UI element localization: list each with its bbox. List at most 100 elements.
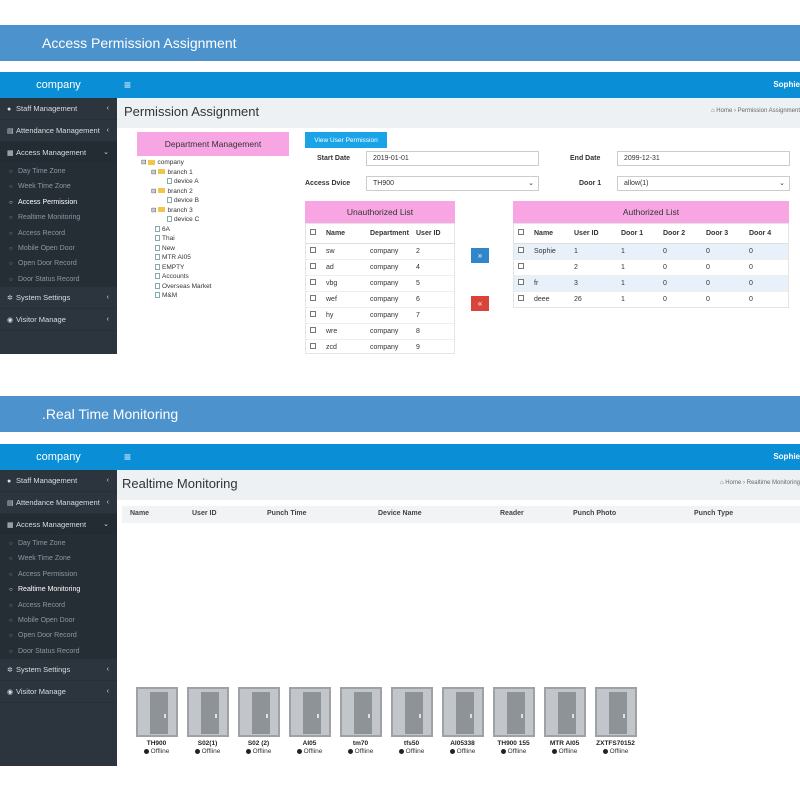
sidebar-item-staff[interactable]: ● Staff Management ‹ [0, 470, 117, 492]
chevron-left-icon: ‹ [106, 294, 109, 302]
row-checkbox[interactable] [310, 247, 316, 253]
sidebar-sub-door-status-record[interactable]: ○ Door Status Record [0, 271, 117, 288]
row-checkbox[interactable] [310, 311, 316, 317]
tree-node[interactable]: Accounts [141, 272, 212, 282]
col-header: Door 2 [659, 224, 702, 244]
tree-node[interactable]: EMPTY [141, 263, 212, 273]
tree-node-branch2[interactable]: ⊟ branch 2 [151, 187, 193, 195]
row-checkbox[interactable] [310, 343, 316, 350]
table-row[interactable]: zcd company 9 [306, 338, 454, 353]
tree-node[interactable]: 6A [141, 225, 212, 235]
col-header: Name [322, 224, 366, 244]
start-date-input[interactable]: 2019-01-01 [366, 151, 539, 166]
sidebar-sub-open-door-record[interactable]: ○ Open Door Record [0, 256, 117, 272]
col-header: Name [130, 510, 150, 517]
sidebar-sub-mobile-open-door[interactable]: ○ Mobile Open Door [0, 240, 117, 257]
sidebar-sub-access-record[interactable]: ○ Access Record [0, 597, 117, 613]
section-banner-permission: Access Permission Assignment [0, 25, 800, 61]
table-row[interactable]: fr 3 1 0 0 0 [514, 274, 788, 291]
monitoring-table-header: Name User ID Punch Time Device Name Read… [122, 506, 800, 523]
sidebar-sub-week-time-zone[interactable]: ○ Week Time Zone [0, 551, 117, 567]
door-card[interactable]: AI05338 Offline [440, 687, 485, 755]
table-row[interactable]: wef company 6 [306, 290, 454, 307]
sidebar-sub-mobile-open-door[interactable]: ○ Mobile Open Door [0, 612, 117, 629]
door-card[interactable]: tm70 Offline [338, 687, 383, 755]
door-card[interactable]: TH900 Offline [134, 687, 179, 755]
permission-content: Permission Assignment ⌂ Home › Permissio… [117, 98, 800, 354]
sidebar-item-attendance[interactable]: ▤ Attendance Management ‹ [0, 120, 117, 142]
tree-node-branch1[interactable]: ⊟ branch 1 [151, 168, 193, 176]
sidebar-sub-day-time-zone[interactable]: ○ Day Time Zone [0, 164, 117, 180]
sidebar-sub-door-status-record[interactable]: ○ Door Status Record [0, 643, 117, 660]
door-card[interactable]: TH900 155 Offline [491, 687, 536, 755]
user-name[interactable]: Sophie [773, 452, 800, 461]
tree-node-device-a[interactable]: device A [141, 177, 212, 187]
sidebar-item-visitor[interactable]: ◉ Visitor Manage ‹ [0, 309, 117, 332]
select-all-checkbox[interactable] [518, 229, 524, 236]
row-checkbox[interactable] [310, 263, 316, 269]
tree-node[interactable]: MTR AI05 [141, 253, 212, 263]
tree-node[interactable]: Overseas Market [141, 282, 212, 292]
menu-icon[interactable]: ≡ [124, 78, 132, 92]
row-checkbox[interactable] [310, 295, 316, 301]
sidebar-item-staff[interactable]: ● Staff Management ‹ [0, 98, 117, 120]
sidebar-item-access[interactable]: ▦ Access Management ⌄ [0, 142, 117, 164]
door-card[interactable]: tfs50 Offline [389, 687, 434, 755]
end-date-input[interactable]: 2099-12-31 [617, 151, 790, 166]
door-card[interactable]: AI05 Offline [287, 687, 332, 755]
door-card[interactable]: MTR AI05 Offline [542, 687, 587, 755]
table-row[interactable]: ad company 4 [306, 258, 454, 275]
table-row[interactable]: vbg company 5 [306, 274, 454, 291]
tree-node[interactable]: Thai [141, 234, 212, 244]
sidebar-sub-realtime-monitoring[interactable]: ○ Realtime Monitoring [0, 582, 117, 598]
sidebar-item-access[interactable]: ▦ Access Management ⌄ [0, 514, 117, 536]
breadcrumb-current: Permission Assignment [737, 108, 800, 114]
door-card[interactable]: S02 (2) Offline [236, 687, 281, 755]
row-checkbox[interactable] [310, 327, 316, 333]
row-checkbox[interactable] [518, 279, 524, 285]
table-row[interactable]: Sophie 1 1 0 0 0 [514, 242, 788, 259]
sidebar-sub-access-permission[interactable]: ○ Access Permission [0, 566, 117, 583]
row-checkbox[interactable] [518, 263, 524, 269]
sidebar-sub-week-time-zone[interactable]: ○ Week Time Zone [0, 179, 117, 195]
table-row[interactable]: wre company 8 [306, 322, 454, 339]
sidebar-sub-access-record[interactable]: ○ Access Record [0, 225, 117, 241]
col-header: Punch Time [267, 510, 307, 517]
tree-node[interactable]: M&M [141, 291, 212, 301]
tree-node-device-c[interactable]: device C [141, 215, 212, 225]
permission-screen: company ≡ Sophie ● Staff Management ‹ ▤ Att… [0, 72, 800, 354]
tree-node-device-b[interactable]: device B [141, 196, 212, 206]
sidebar-item-system[interactable]: ✲ System Settings ‹ [0, 659, 117, 682]
breadcrumb-home[interactable]: Home [725, 480, 742, 486]
tree-node-company[interactable]: ⊟ company [141, 159, 184, 166]
table-row[interactable]: hy company 7 [306, 306, 454, 323]
sidebar-sub-realtime-monitoring[interactable]: ○ Realtime Monitoring [0, 210, 117, 226]
breadcrumb-home[interactable]: Home [716, 108, 733, 114]
sidebar-item-visitor[interactable]: ◉ Visitor Manage ‹ [0, 681, 117, 704]
menu-icon[interactable]: ≡ [124, 450, 132, 464]
home-icon: ⌂ [719, 480, 726, 486]
move-right-button[interactable]: » [471, 248, 489, 263]
sidebar-sub-access-permission[interactable]: ○ Access Permission [0, 194, 117, 211]
move-left-button[interactable]: « [471, 296, 489, 311]
tree-node[interactable]: New [141, 244, 212, 254]
view-user-permission-button[interactable]: View User Permission [305, 132, 387, 148]
door-card[interactable]: ZXTFS70152 Offline [593, 687, 638, 755]
sidebar-item-attendance[interactable]: ▤ Attendance Management ‹ [0, 492, 117, 514]
door-select[interactable]: allow(1) ⌄ [617, 176, 790, 191]
row-checkbox[interactable] [310, 279, 316, 285]
sidebar-sub-day-time-zone[interactable]: ○ Day Time Zone [0, 536, 117, 552]
user-name[interactable]: Sophie [773, 80, 800, 89]
department-tree: ⊟ company ⊟ branch 1 device A ⊟ branch 2 de… [141, 158, 212, 301]
table-row[interactable]: sw company 2 [306, 242, 454, 259]
door-card[interactable]: S02(1) Offline [185, 687, 230, 755]
sidebar-sub-open-door-record[interactable]: ○ Open Door Record [0, 628, 117, 644]
access-device-select[interactable]: TH900 ⌄ [366, 176, 539, 191]
select-all-checkbox[interactable] [310, 229, 316, 236]
tree-node-branch3[interactable]: ⊟ branch 3 [151, 206, 193, 214]
sidebar-item-system[interactable]: ✲ System Settings ‹ [0, 287, 117, 310]
row-checkbox[interactable] [518, 295, 524, 302]
table-row[interactable]: deee 26 1 0 0 0 [514, 290, 788, 307]
row-checkbox[interactable] [518, 247, 524, 253]
